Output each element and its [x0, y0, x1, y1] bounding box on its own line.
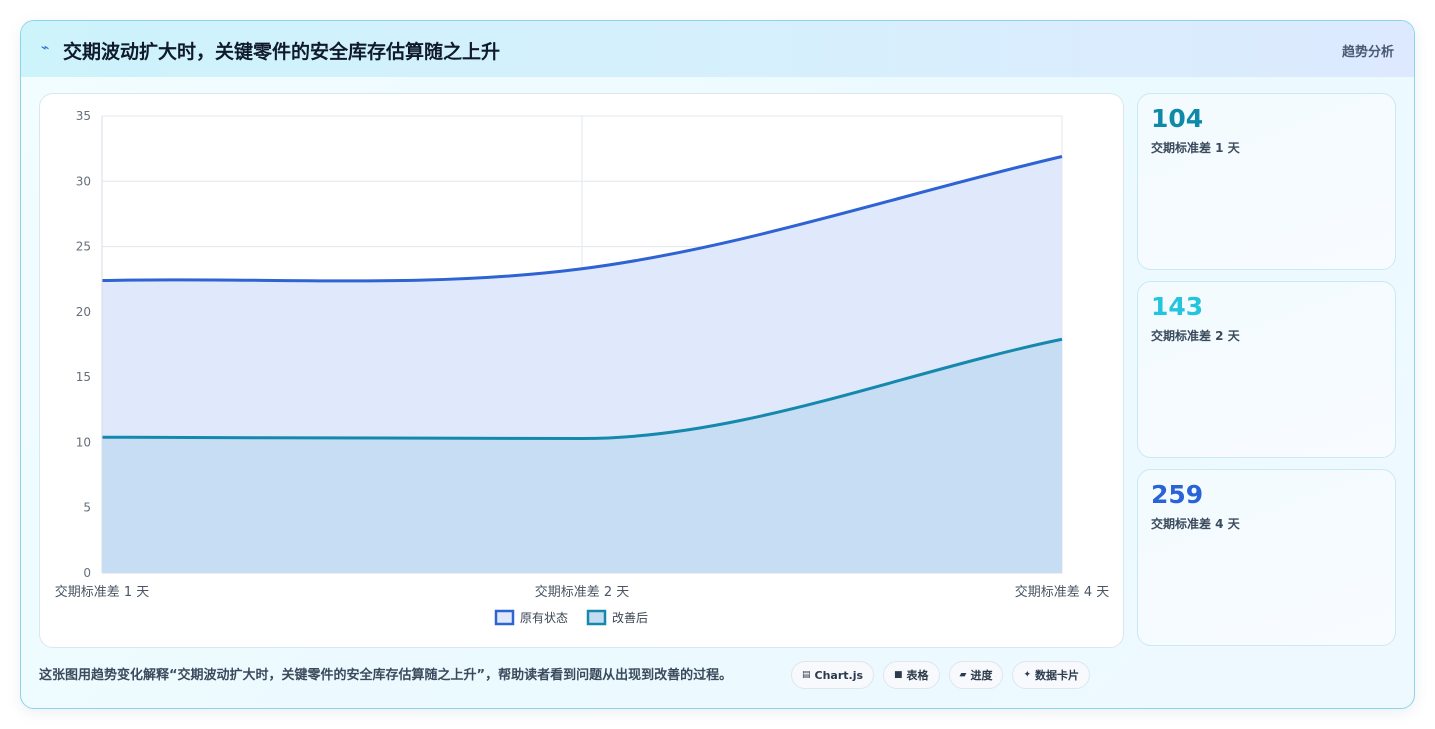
series-line-2 — [101, 337, 1063, 441]
stat-value-1: 104 — [1151, 104, 1204, 133]
y-tick-label: 25 — [76, 240, 91, 254]
stat-value-2: 143 — [1151, 292, 1204, 321]
bolt-icon: ⌁ — [41, 40, 50, 56]
y-tick-label: 5 — [83, 501, 91, 515]
chip-table[interactable]: ■ 表格 — [883, 661, 940, 689]
legend-label-1: 原有状态 — [520, 611, 568, 625]
legend-label-2: 改善后 — [612, 610, 648, 625]
x-tick-label: 交期标准差 2 天 — [535, 584, 630, 600]
y-tick-label: 10 — [76, 435, 91, 449]
y-tick-label: 35 — [76, 109, 91, 123]
chart-description: 这张图用趋势变化解释“交期波动扩大时，关键零件的安全库存估算随之上升”，帮助读者… — [39, 668, 733, 683]
y-tick-label: 15 — [76, 370, 91, 384]
chip-label: Chart.js — [814, 668, 864, 682]
series-area-2 — [102, 339, 1062, 573]
y-tick-label: 0 — [83, 566, 91, 580]
x-tick-label: 交期标准差 1 天 — [55, 584, 150, 600]
y-tick-label: 30 — [76, 174, 91, 188]
header-bar: ⌁ 交期波动扩大时，关键零件的安全库存估算随之上升 趋势分析 — [21, 21, 1414, 77]
chart-icon: ▤ — [802, 670, 811, 680]
chip-row: ▤ Chart.js ■ 表格 ▰ 进度 ✦ 数据卡片 — [791, 661, 1091, 689]
stat-label-2: 交期标准差 2 天 — [1151, 329, 1240, 343]
page-title: 交期波动扩大时，关键零件的安全库存估算随之上升 — [63, 41, 501, 63]
chip-label: 进度 — [970, 669, 993, 682]
series-line-1 — [101, 155, 1063, 283]
chip-label: 表格 — [906, 669, 929, 682]
stat-card-1: 104 交期标准差 1 天 — [1137, 93, 1396, 270]
analysis-tag: 趋势分析 — [1341, 45, 1394, 60]
legend-swatch-2 — [586, 609, 607, 626]
stat-card-2: 143 交期标准差 2 天 — [1137, 281, 1396, 458]
chip-label: 数据卡片 — [1035, 669, 1080, 682]
chart-panel: 0 5 10 15 20 25 30 35 交期标准差 1 天 交期标准差 2 天 交期标准差 4 … — [39, 93, 1124, 648]
chip-data-card[interactable]: ✦ 数据卡片 — [1012, 661, 1091, 689]
chip-progress[interactable]: ▰ 进度 — [948, 661, 1004, 689]
card-icon: ✦ — [1023, 670, 1032, 680]
stat-label-1: 交期标准差 1 天 — [1151, 141, 1240, 155]
dashboard-card: ⌁ 交期波动扩大时，关键零件的安全库存估算随之上升 趋势分析 0 5 10 15 20 2… — [20, 20, 1415, 709]
x-tick-label: 交期标准差 4 天 — [1015, 584, 1110, 600]
chip-chartjs[interactable]: ▤ Chart.js — [791, 661, 875, 689]
y-tick-label: 20 — [76, 305, 91, 319]
table-icon: ■ — [894, 670, 903, 680]
stat-card-3: 259 交期标准差 4 天 — [1137, 469, 1396, 646]
progress-icon: ▰ — [959, 670, 967, 680]
legend-swatch-1 — [494, 609, 515, 626]
stat-label-3: 交期标准差 4 天 — [1151, 517, 1240, 531]
stat-value-3: 259 — [1151, 480, 1204, 509]
area-chart: 0 5 10 15 20 25 30 35 交期标准差 1 天 交期标准差 2 天 交期标准差 4 … — [55, 109, 1110, 626]
